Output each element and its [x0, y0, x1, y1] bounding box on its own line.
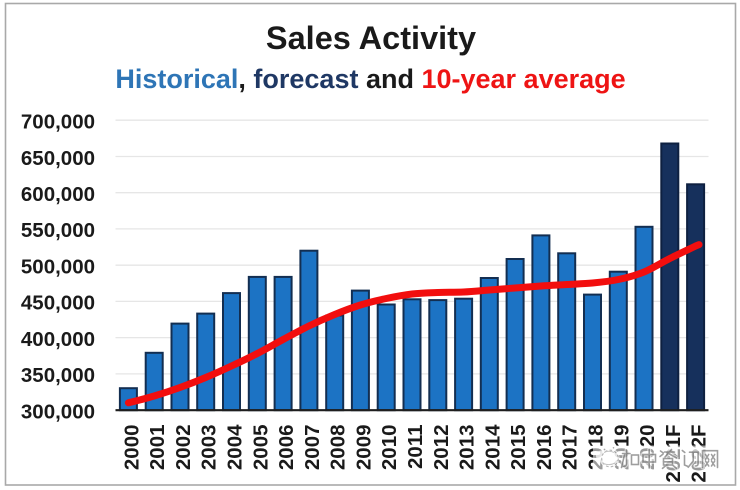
svg-text:2014: 2014	[481, 424, 504, 470]
svg-text:Historical, forecast and 10-ye: Historical, forecast and 10-year average	[115, 64, 625, 94]
svg-text:2010: 2010	[378, 425, 401, 471]
svg-text:2004: 2004	[224, 424, 247, 470]
svg-text:2008: 2008	[327, 425, 350, 471]
svg-text:500,000: 500,000	[21, 256, 95, 279]
svg-text:700,000: 700,000	[21, 111, 95, 134]
svg-text:2017: 2017	[559, 425, 582, 471]
svg-text:300,000: 300,000	[21, 401, 95, 424]
svg-text:550,000: 550,000	[21, 219, 95, 242]
svg-text:2000: 2000	[120, 425, 143, 471]
svg-text:400,000: 400,000	[21, 328, 95, 351]
svg-text:2009: 2009	[352, 425, 375, 471]
svg-text:2003: 2003	[198, 425, 221, 471]
svg-text:2016: 2016	[533, 425, 556, 471]
svg-text:2005: 2005	[249, 425, 272, 471]
svg-text:650,000: 650,000	[21, 147, 95, 170]
svg-text:2001: 2001	[146, 425, 169, 471]
svg-text:2013: 2013	[456, 425, 479, 471]
svg-text:2007: 2007	[301, 425, 324, 471]
svg-text:350,000: 350,000	[21, 364, 95, 387]
svg-text:450,000: 450,000	[21, 292, 95, 315]
svg-text:Sales Activity: Sales Activity	[266, 20, 476, 56]
svg-text:2012: 2012	[430, 425, 453, 471]
svg-text:2002: 2002	[172, 425, 195, 471]
svg-text:2006: 2006	[275, 425, 298, 471]
svg-text:600,000: 600,000	[21, 183, 95, 206]
svg-text:2015: 2015	[507, 425, 530, 471]
svg-text:2011: 2011	[404, 425, 427, 469]
